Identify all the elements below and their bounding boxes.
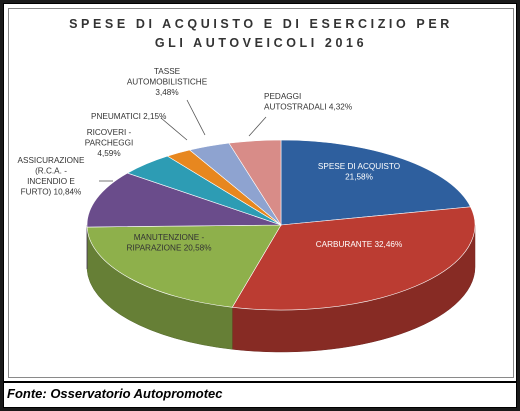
data-label-carburante: CARBURANTE 32,46% [316, 240, 402, 249]
chart-title: SPESE DI ACQUISTO E DI ESERCIZIO PER GLI… [69, 17, 453, 50]
divider [4, 381, 516, 383]
leader-line-pneumatici [160, 117, 188, 141]
leader-line-tasse-automobilistiche [186, 99, 206, 136]
data-label-pedaggi-autostradali: PEDAGGI AUTOSTRADALI 4,32% [264, 92, 352, 112]
data-label-tasse-automobilistiche: TASSE AUTOMOBILISTICHE 3,48% [127, 67, 208, 97]
data-label-spese-di-acquisto: SPESE DI ACQUISTO 21,58% [318, 162, 400, 182]
chart-area: SPESE DI ACQUISTO E DI ESERCIZIO PER GLI… [8, 8, 514, 378]
data-label-ricoveri-parcheggi: RICOVERI -PARCHEGGI 4,59% [85, 128, 134, 158]
source-note: Fonte: Osservatorio Autopromotec [7, 386, 223, 401]
pie-top [86, 139, 476, 311]
leader-line-pedaggi-autostradali [248, 116, 267, 137]
pie-slice-carburante [231, 206, 476, 311]
data-label-pneumatici: PNEUMATICI 2,15% [91, 112, 166, 121]
pie-slice-manutenzione-riparazione [86, 224, 282, 308]
pie-chart: SPESE DI ACQUISTO 21,58% CARBURANTE 32,46%… [18, 67, 476, 353]
data-label-assicurazione-r-c-a-incendio-e-furto: ASSICURAZIONE (R.C.A. -INCENDIO E FURTO) 1… [18, 156, 85, 197]
pie-slice-pedaggi-autostradali [228, 139, 282, 227]
pie-slice-spese-di-acquisto [280, 139, 472, 226]
pie-slice-assicurazione-r-c-a-incendio-e-furto [86, 172, 282, 228]
data-label-manutenzione-riparazione: MANUTENZIONE -RIPARAZIONE 20,58% [127, 233, 212, 253]
data-labels: SPESE DI ACQUISTO 21,58% CARBURANTE 32,46%… [18, 67, 403, 253]
figure-frame: SPESE DI ACQUISTO E DI ESERCIZIO PER GLI… [3, 3, 517, 408]
